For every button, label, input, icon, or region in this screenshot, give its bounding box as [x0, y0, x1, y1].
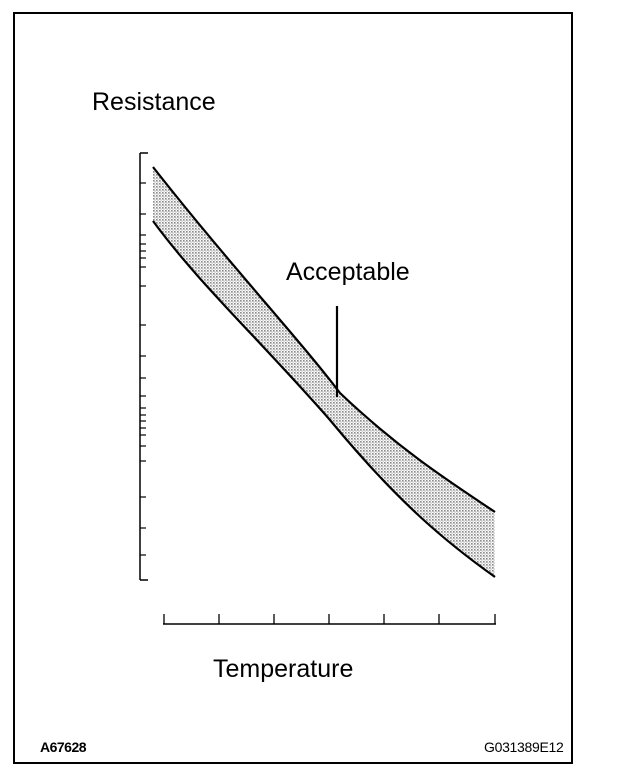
y-axis-title: Resistance [92, 88, 216, 116]
y-axis [139, 152, 148, 581]
acceptable-band-label: Acceptable [286, 258, 410, 286]
x-axis-ticks [163, 614, 496, 624]
x-axis-title: Temperature [213, 655, 354, 683]
figure-frame [13, 12, 573, 764]
y-axis-ticks [140, 182, 146, 556]
figure-code-right: G031389E12 [484, 739, 564, 755]
upper-limit-curve [152, 166, 496, 513]
figure-code-left: A67628 [40, 739, 87, 755]
acceptable-band [153, 167, 495, 577]
lower-limit-curve [152, 220, 496, 578]
